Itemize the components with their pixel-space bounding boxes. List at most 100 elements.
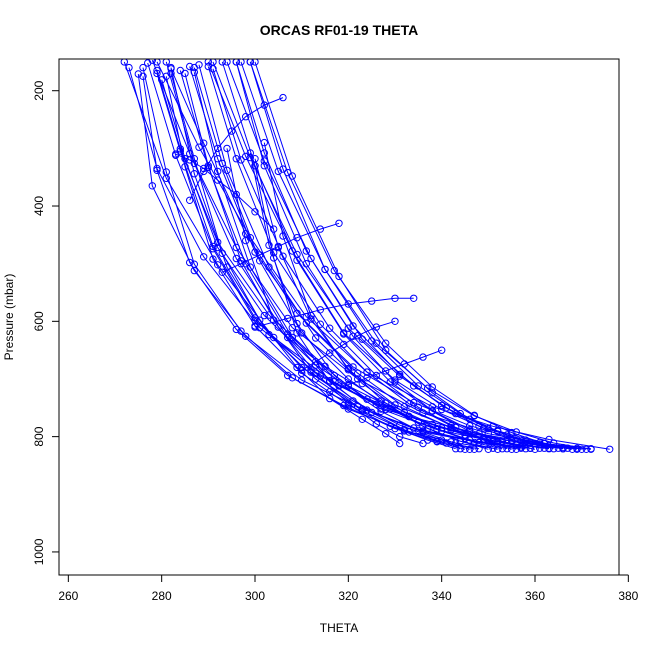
data-point: [456, 437, 464, 445]
data-point: [340, 330, 348, 338]
data-point: [368, 408, 376, 417]
data-point: [578, 445, 586, 453]
data-point: [242, 332, 250, 340]
data-point: [200, 164, 208, 173]
data-point: [288, 333, 296, 342]
x-tick-label: 260: [58, 589, 78, 603]
data-point: [172, 150, 180, 158]
data-point: [545, 435, 553, 444]
data-point: [274, 242, 282, 251]
profile-series: [246, 59, 581, 453]
data-point: [237, 156, 245, 164]
data-point: [414, 382, 422, 390]
data-point: [494, 445, 502, 453]
data-point: [330, 266, 338, 275]
data-point: [270, 254, 278, 262]
data-point: [326, 324, 334, 332]
data-point: [186, 258, 194, 267]
data-point: [260, 149, 268, 157]
data-point: [251, 162, 259, 170]
profile-line: [207, 66, 512, 450]
profile-series: [326, 346, 446, 396]
data-point: [326, 388, 334, 396]
profile-line: [222, 222, 340, 273]
data-point: [209, 59, 217, 66]
data-point: [186, 62, 194, 71]
data-point: [167, 69, 175, 78]
data-point: [148, 182, 157, 190]
data-point: [232, 325, 241, 334]
y-tick-label: 400: [32, 196, 46, 216]
data-point: [414, 426, 422, 434]
x-tick-label: 380: [618, 589, 638, 603]
data-point: [438, 405, 446, 414]
data-point: [260, 162, 268, 170]
data-point: [148, 59, 156, 64]
data-point: [456, 409, 464, 418]
data-point: [470, 411, 478, 419]
data-point: [246, 59, 254, 66]
data-point: [316, 306, 324, 314]
data-point: [139, 72, 147, 81]
data-point: [363, 374, 371, 382]
profile-line: [235, 61, 531, 449]
data-point: [466, 426, 474, 434]
data-point: [372, 323, 380, 331]
data-point: [186, 156, 194, 164]
data-point: [312, 358, 320, 366]
data-point: [419, 353, 427, 361]
x-axis-label: THETA: [320, 621, 358, 635]
data-point: [363, 406, 371, 414]
data-point: [125, 63, 133, 72]
data-point: [400, 426, 408, 434]
data-point: [424, 424, 432, 433]
profile-line: [212, 61, 564, 450]
data-point: [391, 317, 399, 325]
data-point: [293, 250, 301, 259]
data-point: [274, 167, 282, 176]
y-tick-label: 800: [32, 426, 46, 446]
data-point: [447, 423, 455, 432]
data-point: [405, 400, 413, 408]
data-point: [344, 364, 352, 373]
profile-series: [251, 294, 418, 331]
data-point: [209, 242, 217, 251]
data-point: [428, 383, 436, 391]
data-point: [288, 374, 296, 382]
data-point: [298, 363, 306, 372]
data-point: [232, 155, 241, 163]
data-point: [307, 368, 315, 376]
y-tick-label: 1000: [32, 538, 46, 565]
data-point: [279, 93, 287, 102]
data-point: [391, 378, 399, 386]
data-point: [265, 263, 273, 271]
profile-line: [193, 72, 475, 450]
data-point: [316, 225, 324, 233]
x-tick-label: 300: [245, 589, 265, 603]
data-point: [270, 225, 278, 233]
profile-series: [251, 162, 534, 452]
data-point: [167, 63, 175, 72]
data-point: [344, 381, 352, 389]
data-point: [162, 168, 171, 176]
data-point: [382, 339, 390, 347]
data-point: [391, 294, 399, 302]
data-point: [312, 334, 320, 342]
data-point: [326, 349, 334, 357]
x-tick-label: 280: [152, 589, 172, 603]
data-point: [232, 59, 240, 66]
data-point: [382, 367, 390, 375]
data-point: [377, 407, 385, 415]
data-point: [153, 69, 161, 78]
profile-line: [329, 349, 442, 393]
data-point: [265, 241, 273, 249]
profile-line: [254, 297, 414, 328]
data-point: [363, 368, 371, 376]
data-point: [573, 445, 581, 453]
data-point: [214, 144, 222, 153]
y-axis: 200 400 600 800 1000: [32, 80, 60, 565]
data-point: [153, 166, 161, 175]
data-point: [424, 436, 432, 444]
profile-series: [139, 63, 497, 452]
